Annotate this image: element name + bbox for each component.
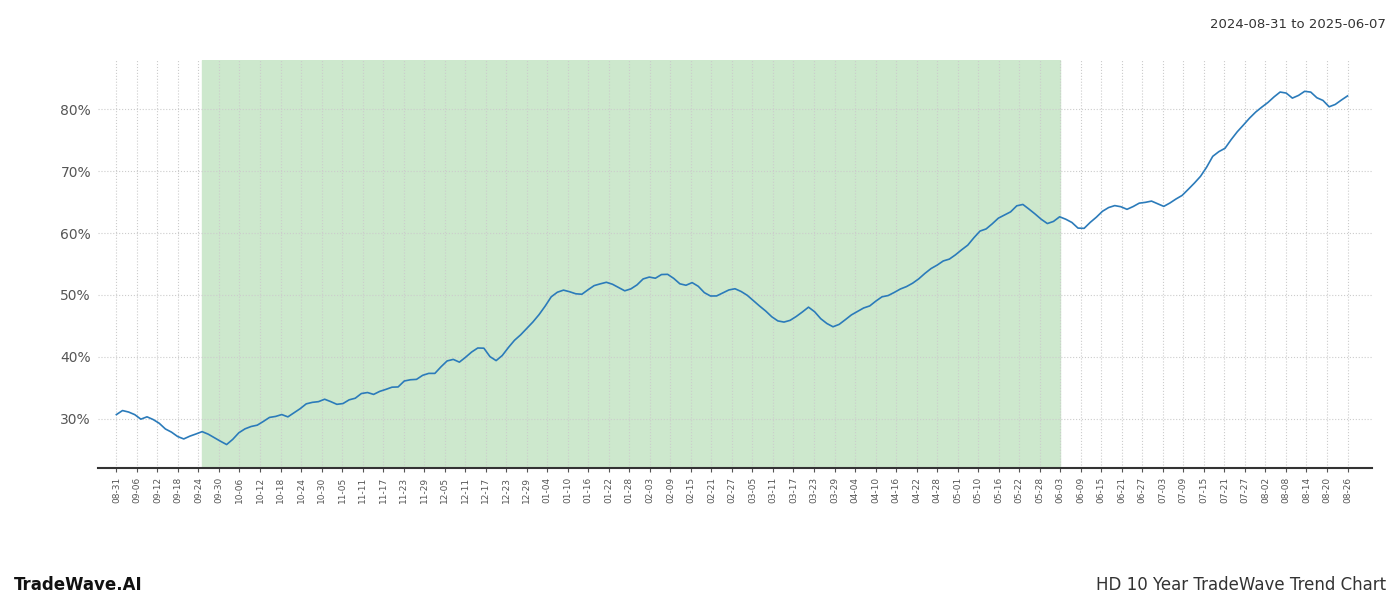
Text: HD 10 Year TradeWave Trend Chart: HD 10 Year TradeWave Trend Chart — [1096, 576, 1386, 594]
Bar — [202, 60, 1060, 468]
Text: 2024-08-31 to 2025-06-07: 2024-08-31 to 2025-06-07 — [1210, 18, 1386, 31]
Text: TradeWave.AI: TradeWave.AI — [14, 576, 143, 594]
